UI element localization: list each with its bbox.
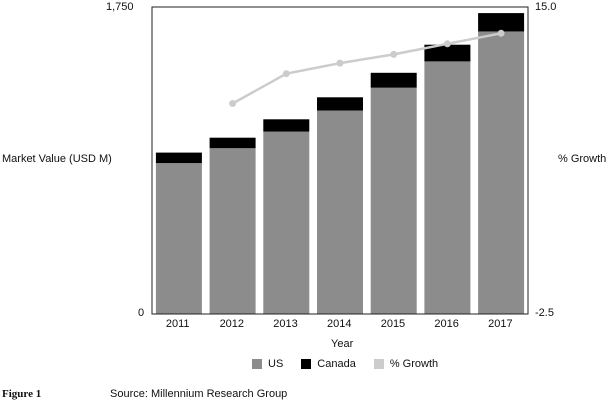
growth-point-2013 bbox=[282, 70, 290, 78]
y-axis-label: Market Value (USD M) bbox=[2, 153, 112, 165]
y-tick-min: 0 bbox=[138, 307, 145, 319]
y2-axis-label: % Growth bbox=[558, 153, 607, 165]
legend-item-us: US bbox=[252, 358, 283, 370]
bar-canada-2015 bbox=[370, 72, 417, 88]
x-axis-label: Year bbox=[331, 338, 354, 350]
growth-point-2014 bbox=[336, 59, 344, 67]
growth-point-2017 bbox=[497, 29, 505, 37]
growth-point-2015 bbox=[390, 50, 398, 58]
legend-swatch-canada bbox=[301, 359, 312, 369]
figure-label: Figure 1 bbox=[2, 388, 42, 400]
growth-line bbox=[231, 32, 502, 105]
bar-us-2016 bbox=[424, 61, 471, 315]
bar-canada-2014 bbox=[317, 97, 363, 111]
legend-swatch-growth bbox=[373, 359, 384, 369]
y2-tick-max: 15.0 bbox=[535, 1, 557, 13]
bar-us-2012 bbox=[209, 148, 256, 314]
bar-canada-2016 bbox=[424, 44, 471, 62]
legend-label-growth: % Growth bbox=[389, 358, 439, 370]
bar-canada-2012 bbox=[209, 137, 256, 149]
legend: US Canada % Growth bbox=[252, 358, 456, 370]
growth-line-group bbox=[229, 29, 505, 107]
x-tick-2011: 2011 bbox=[165, 318, 190, 330]
y-tick-max: 1,750 bbox=[106, 1, 134, 13]
bar-us-2015 bbox=[370, 87, 417, 314]
x-tick-2013: 2013 bbox=[273, 318, 298, 330]
bar-us-2013 bbox=[263, 131, 310, 314]
bar-us-2014 bbox=[317, 110, 363, 314]
growth-point-2012 bbox=[229, 100, 237, 107]
legend-label-canada: Canada bbox=[317, 358, 356, 370]
x-tick-2017: 2017 bbox=[488, 318, 513, 330]
x-tick-2015: 2015 bbox=[380, 318, 406, 330]
bar-us-2017 bbox=[478, 31, 525, 314]
bar-us-2011 bbox=[155, 163, 202, 314]
legend-label-us: US bbox=[268, 358, 284, 370]
x-tick-2014: 2014 bbox=[327, 318, 352, 330]
legend-item-canada: Canada bbox=[301, 358, 356, 370]
legend-swatch-us bbox=[252, 359, 262, 369]
y2-tick-min: -2.5 bbox=[535, 307, 554, 319]
bar-canada-2017 bbox=[478, 13, 525, 32]
plot-frame bbox=[151, 6, 529, 315]
x-tick-2016: 2016 bbox=[434, 318, 459, 330]
bar-canada-2013 bbox=[263, 119, 310, 132]
x-tick-2012: 2012 bbox=[219, 318, 245, 330]
source-note: Source: Millennium Research Group bbox=[110, 388, 288, 400]
growth-point-2016 bbox=[443, 40, 451, 48]
bars-group bbox=[155, 13, 525, 315]
legend-item-growth: % Growth bbox=[373, 358, 439, 370]
bar-canada-2011 bbox=[155, 152, 202, 164]
